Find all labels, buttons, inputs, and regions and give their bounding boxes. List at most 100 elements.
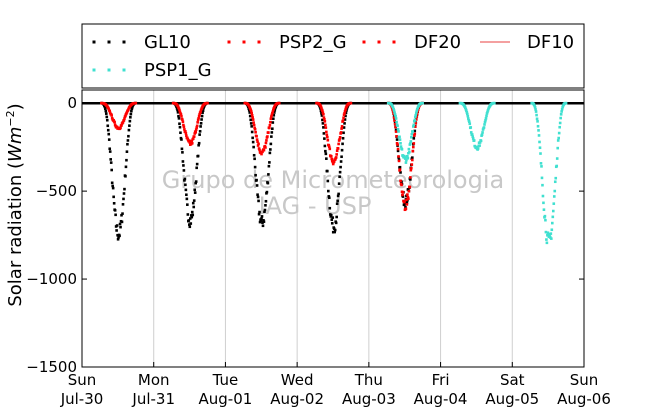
data-point — [555, 157, 559, 160]
data-point — [250, 130, 254, 134]
data-point — [400, 183, 403, 187]
legend-item-PSP1_G: PSP1_G — [92, 60, 212, 81]
data-point — [195, 162, 199, 166]
data-point — [320, 114, 324, 117]
data-point — [330, 218, 334, 221]
data-point — [535, 117, 539, 121]
data-point — [130, 109, 133, 113]
y-tick-label: 0 — [67, 94, 77, 112]
legend-swatch — [107, 40, 111, 44]
data-point — [118, 234, 121, 238]
data-point — [194, 128, 198, 131]
data-point — [394, 128, 398, 132]
data-point — [260, 215, 264, 218]
data-point — [344, 108, 347, 111]
legend-item-GL10: GL10 — [92, 32, 191, 53]
data-point — [252, 121, 255, 124]
data-point — [247, 108, 251, 112]
data-point — [333, 228, 337, 232]
data-point — [404, 207, 408, 211]
y-tick-label: −1500 — [26, 358, 77, 376]
data-point — [105, 115, 109, 119]
data-point — [249, 108, 252, 112]
data-point — [466, 114, 470, 118]
data-point — [342, 126, 346, 129]
data-point — [559, 113, 563, 116]
data-point — [329, 154, 333, 158]
data-point — [412, 142, 416, 145]
data-point — [118, 222, 122, 226]
data-point — [324, 123, 327, 127]
data-point — [250, 125, 253, 128]
data-point — [544, 218, 547, 222]
y-axis-label-units: Wm — [5, 127, 26, 162]
data-point — [538, 140, 541, 144]
data-point — [121, 121, 125, 124]
legend-label: PSP2_G — [279, 32, 347, 53]
data-point — [411, 145, 415, 149]
data-point — [471, 137, 475, 140]
data-point — [541, 194, 545, 198]
data-point — [550, 228, 554, 232]
data-point — [557, 136, 560, 140]
data-point — [550, 237, 553, 240]
data-point — [410, 163, 414, 166]
data-point — [190, 141, 194, 145]
data-point — [111, 184, 114, 188]
data-point — [412, 123, 416, 127]
legend-swatch — [392, 40, 396, 44]
data-point — [333, 230, 337, 234]
data-point — [194, 180, 198, 183]
data-point — [394, 114, 397, 118]
data-point — [483, 123, 486, 126]
data-point — [199, 125, 202, 128]
data-point — [322, 113, 325, 116]
plot-frame — [81, 89, 585, 368]
data-point — [398, 138, 402, 141]
data-point — [110, 114, 113, 117]
data-point — [325, 130, 328, 134]
legend-swatch — [122, 40, 126, 44]
data-point — [186, 203, 189, 206]
data-point — [478, 141, 482, 144]
data-point — [249, 109, 253, 113]
data-point — [392, 109, 396, 113]
legend: GL10 PSP2_G DF20 DF10 PSP1_G — [92, 32, 574, 81]
data-point — [195, 126, 198, 129]
legend-label: DF20 — [414, 32, 461, 53]
data-point — [414, 111, 418, 115]
data-point — [189, 214, 193, 217]
data-point — [340, 155, 343, 159]
data-point — [270, 131, 274, 134]
data-point — [188, 223, 191, 226]
data-point — [323, 120, 327, 123]
data-point — [270, 135, 273, 138]
data-point — [197, 114, 201, 118]
data-point — [559, 116, 562, 120]
data-point — [272, 117, 275, 121]
data-point — [263, 210, 266, 214]
data-point — [127, 128, 131, 132]
data-point — [248, 111, 252, 114]
data-point — [343, 109, 347, 113]
data-point — [262, 219, 265, 222]
data-point — [122, 118, 126, 122]
data-point — [332, 227, 336, 230]
data-point — [560, 107, 564, 111]
data-point — [395, 135, 398, 138]
data-point — [257, 212, 261, 216]
x-tick-label-date: Aug-01 — [199, 390, 253, 408]
data-point — [180, 138, 183, 141]
data-point — [338, 137, 341, 141]
data-point — [178, 125, 182, 129]
data-point — [335, 149, 339, 153]
legend-box — [81, 23, 585, 89]
legend-swatch — [92, 40, 96, 44]
data-point — [181, 118, 184, 122]
data-point — [264, 146, 267, 149]
data-point — [200, 118, 203, 121]
data-point — [399, 171, 402, 174]
data-point — [201, 111, 204, 114]
y-tick-label: −500 — [36, 182, 77, 200]
data-point — [398, 165, 402, 169]
